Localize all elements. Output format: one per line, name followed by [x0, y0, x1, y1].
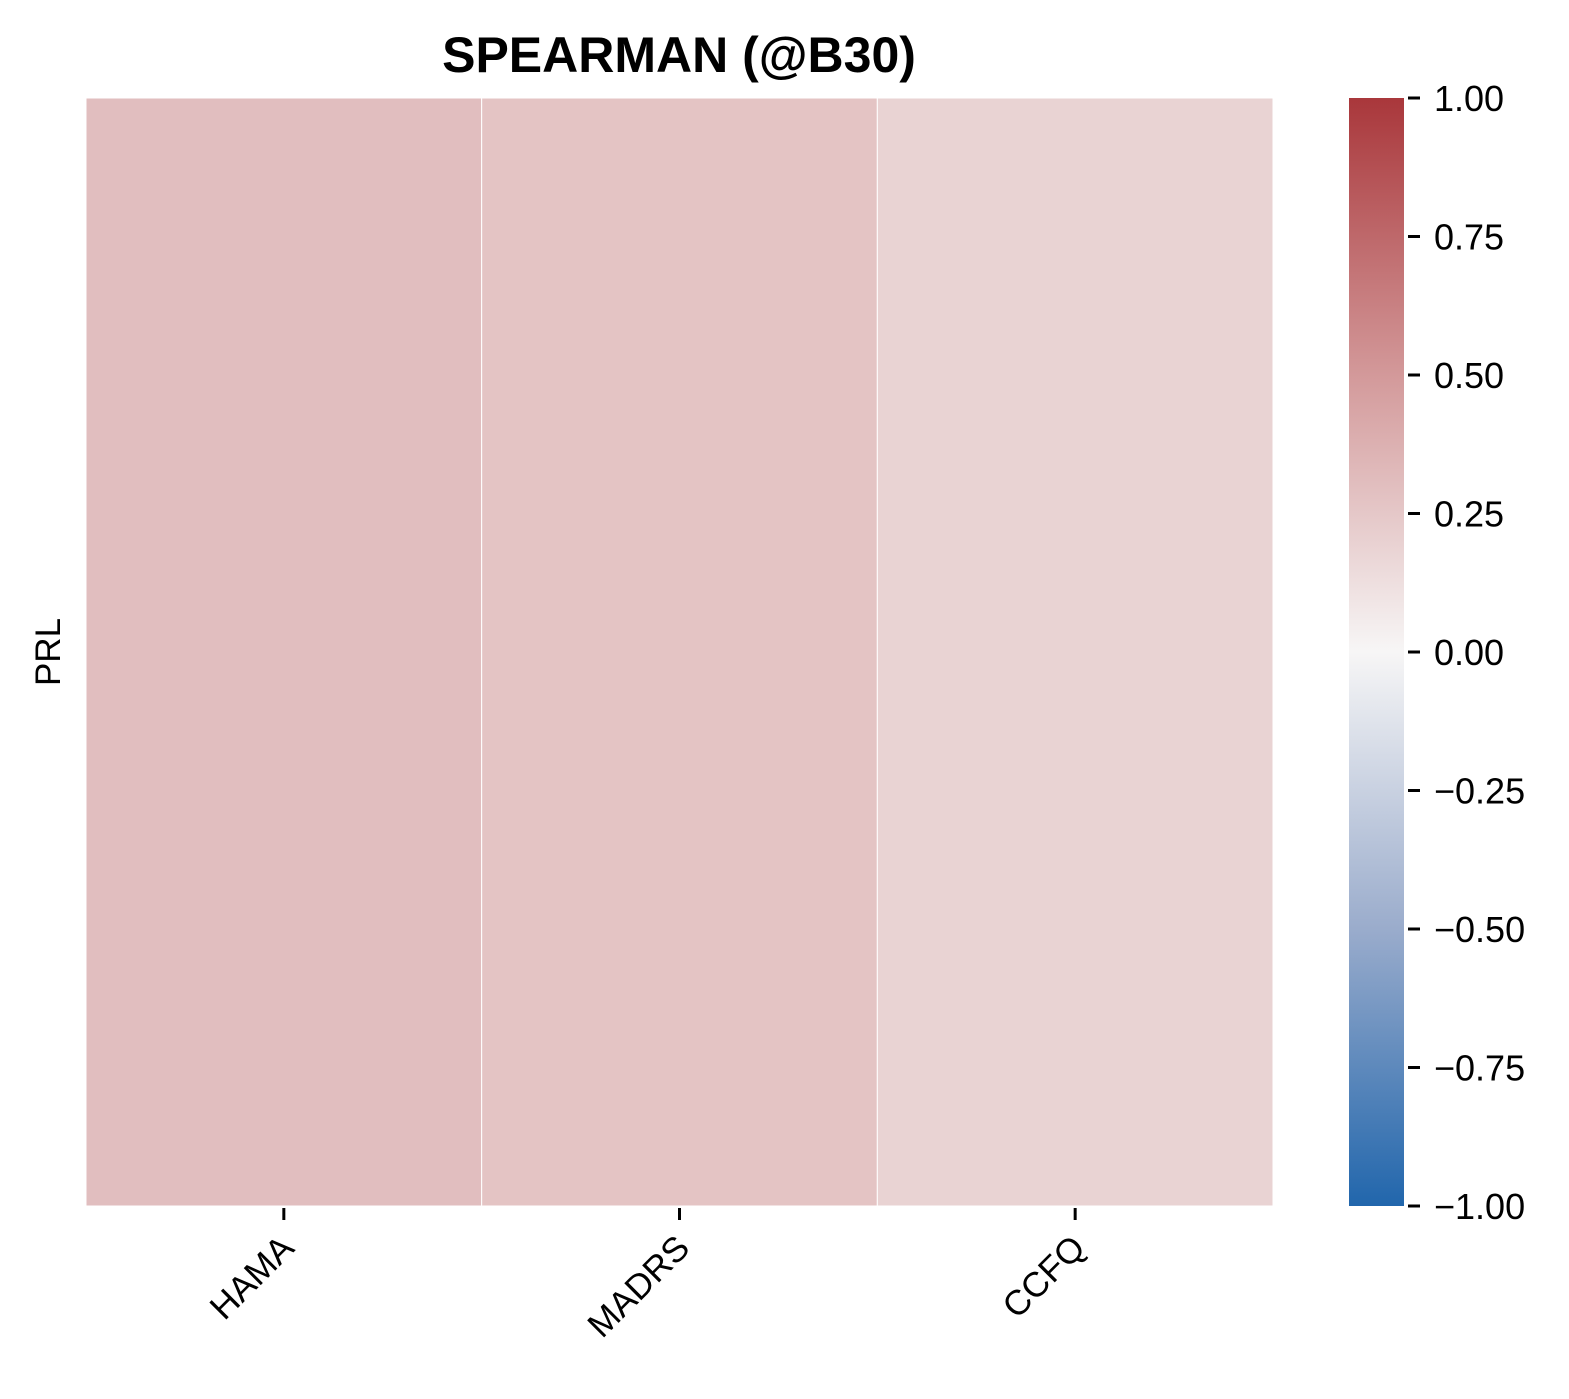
heatmap-cell-prl-ccfq [876, 97, 1274, 1207]
colorbar [1349, 98, 1404, 1206]
colorbar-axis: 1.00 0.75 0.50 0.25 0.00 −0.25 −0.50 −0.75 −1.00 [1408, 78, 1525, 1227]
colorbar-gradient [1349, 98, 1404, 1206]
colorbar-tick-label: −0.50 [1434, 909, 1525, 950]
colorbar-tick-label: 0.00 [1434, 632, 1504, 673]
y-axis: PRL [29, 618, 68, 686]
colorbar-tick-label: 1.00 [1434, 78, 1504, 119]
colorbar-tick-label: −1.00 [1434, 1186, 1525, 1227]
x-tick-label: CCFQ [995, 1228, 1093, 1326]
chart-title: SPEARMAN (@B30) [442, 27, 916, 83]
heatmap-cells [85, 97, 1274, 1207]
colorbar-tick-label: −0.25 [1434, 771, 1525, 812]
colorbar-tick-label: −0.75 [1434, 1048, 1525, 1089]
x-tick-label: MADRS [580, 1228, 697, 1345]
x-axis: HAMA MADRS CCFQ [202, 1208, 1093, 1345]
colorbar-tick-label: 0.75 [1434, 217, 1504, 258]
y-tick-label: PRL [29, 618, 68, 686]
x-tick-label: HAMA [202, 1228, 302, 1328]
heatmap-cell-prl-hama [85, 97, 483, 1207]
colorbar-tick-label: 0.25 [1434, 494, 1504, 535]
colorbar-tick-label: 0.50 [1434, 355, 1504, 396]
heatmap-cell-prl-madrs [481, 97, 878, 1207]
